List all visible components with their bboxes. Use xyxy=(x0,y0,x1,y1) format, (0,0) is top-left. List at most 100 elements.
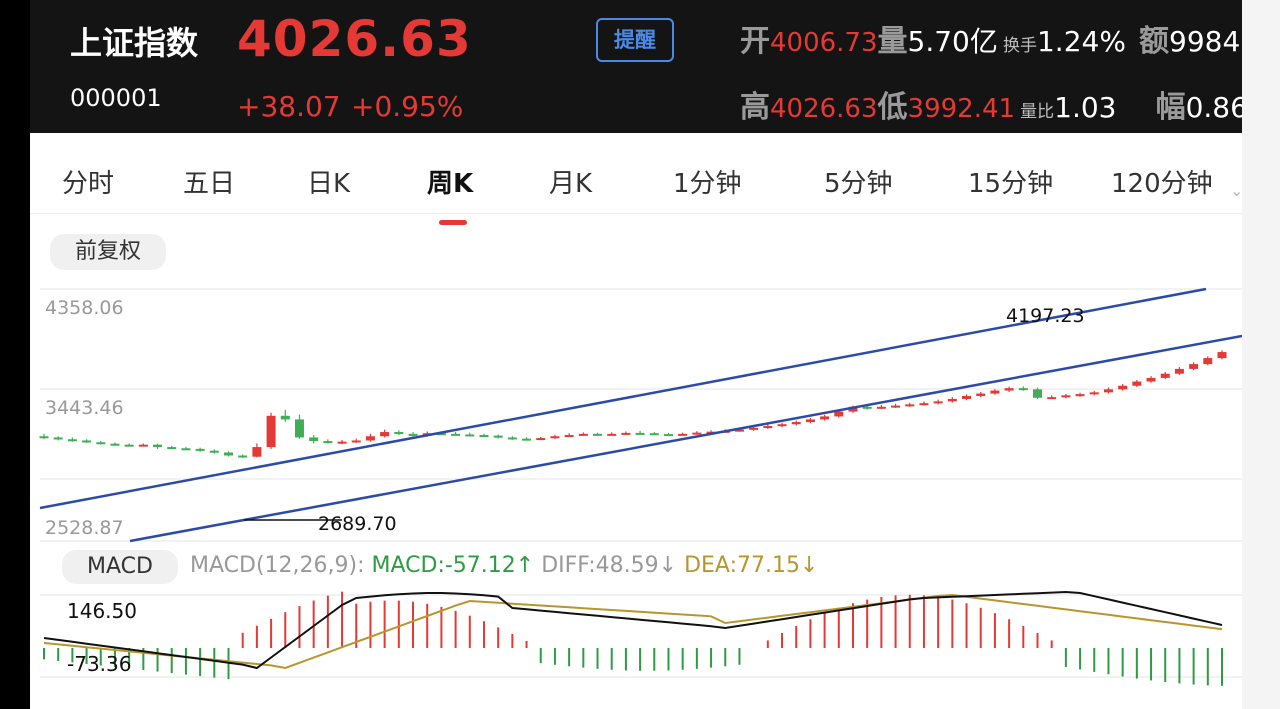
candle-body xyxy=(1089,392,1099,395)
kline-chart xyxy=(39,287,1242,686)
candle-body xyxy=(692,432,702,435)
candle-body xyxy=(110,443,120,446)
macd-value: MACD:-57.12↑ xyxy=(371,553,535,578)
price-change: +38.07 xyxy=(237,90,341,123)
tab-week-k[interactable]: 周K xyxy=(427,169,474,199)
tab-15min[interactable]: 15分钟 xyxy=(968,169,1054,199)
candle-body xyxy=(876,406,886,409)
high-annotation: 4197.23 xyxy=(1006,305,1085,327)
candle-body xyxy=(294,419,304,438)
candle-body xyxy=(39,436,49,439)
candle-body xyxy=(947,398,957,402)
candle-body xyxy=(181,448,191,451)
candle-body xyxy=(337,441,347,444)
candle-body xyxy=(138,444,148,447)
candle-body xyxy=(536,438,546,441)
candle-body xyxy=(791,422,801,425)
tab-120min[interactable]: 120分钟 xyxy=(1111,169,1213,199)
candle-body xyxy=(252,447,262,457)
candle-body xyxy=(1118,385,1128,390)
candle-body xyxy=(891,405,901,408)
macd-legend: MACD(12,26,9): MACD:-57.12↑ DIFF:48.59↓ … xyxy=(190,553,818,578)
candle-body xyxy=(266,415,276,448)
candle-body xyxy=(763,426,773,429)
candle-body xyxy=(124,444,134,447)
macd-y-bottom: -73.36 xyxy=(67,652,132,676)
amplitude-value: 0.86% xyxy=(1185,91,1242,124)
candle-body xyxy=(394,432,404,435)
period-tabs: 分时 五日 日K 周K 月K 1分钟 5分钟 15分钟 120分钟 ⌄ xyxy=(30,147,1242,225)
turnover-label: 换手 xyxy=(1002,36,1037,56)
candle-body xyxy=(1174,368,1184,374)
low-annotation: 2689.70 xyxy=(318,513,397,535)
candle-body xyxy=(976,393,986,396)
tab-5min[interactable]: 5分钟 xyxy=(824,169,893,199)
candle-body xyxy=(309,437,319,442)
volume-value: 5.70亿 xyxy=(907,25,998,58)
candle-body xyxy=(53,437,63,440)
candle-body xyxy=(777,424,787,427)
candle-body xyxy=(905,404,915,407)
y-label-bottom: 2528.87 xyxy=(45,517,124,539)
candle-body xyxy=(962,395,972,399)
tab-1min[interactable]: 1分钟 xyxy=(673,169,742,199)
right-border xyxy=(1242,0,1280,709)
vol-ratio-label: 量比 xyxy=(1020,102,1055,122)
adjust-button[interactable]: 前复权 xyxy=(50,234,166,270)
vol-ratio-value: 1.03 xyxy=(1054,91,1117,124)
amount-value: 9984 xyxy=(1169,25,1241,58)
candle-body xyxy=(522,438,532,441)
open-value: 4006.73 xyxy=(770,28,878,58)
y-label-mid: 3443.46 xyxy=(45,397,124,419)
remind-button[interactable]: 提醒 xyxy=(596,18,674,62)
candle-body xyxy=(380,432,390,437)
candle-body xyxy=(1075,394,1085,397)
candle-body xyxy=(153,444,163,448)
candle-body xyxy=(1217,352,1227,359)
candle-body xyxy=(649,433,659,436)
volume-label: 量 xyxy=(877,24,908,59)
current-price: 4026.63 xyxy=(237,10,472,68)
open-label: 开 xyxy=(740,24,770,59)
candle-body xyxy=(82,440,92,443)
candle-body xyxy=(408,433,418,436)
candle-body xyxy=(493,435,503,438)
low-value: 3992.41 xyxy=(907,94,1016,124)
price-change-pct: +0.95% xyxy=(351,90,464,123)
candle-body xyxy=(209,450,219,453)
tab-day-k[interactable]: 日K xyxy=(307,169,351,199)
candle-body xyxy=(607,433,617,436)
candle-body xyxy=(564,435,574,438)
candle-body xyxy=(550,436,560,439)
tab-fenshi[interactable]: 分时 xyxy=(62,169,115,199)
candle-body xyxy=(1203,358,1213,365)
dea-value: DEA:77.15↓ xyxy=(684,553,819,578)
macd-button[interactable]: MACD xyxy=(62,550,178,584)
candle-body xyxy=(280,415,290,420)
stat-row-1: 开4006.73量5.70亿 换手1.24% 额9984 xyxy=(740,16,1240,60)
index-code: 000001 xyxy=(70,84,162,112)
left-border xyxy=(0,0,30,709)
candle-body xyxy=(323,441,333,444)
tab-month-k[interactable]: 月K xyxy=(549,169,593,199)
candle-body xyxy=(1032,389,1042,398)
tab-5day[interactable]: 五日 xyxy=(183,169,236,199)
lower-channel-line xyxy=(129,334,1242,543)
candle-body xyxy=(635,432,645,435)
candle-body xyxy=(1018,388,1028,391)
candle-body xyxy=(820,416,830,420)
macd-params: MACD(12,26,9): xyxy=(190,553,365,578)
candle-body xyxy=(365,436,375,441)
candle-body xyxy=(224,452,234,456)
candle-body xyxy=(67,439,77,442)
candle-body xyxy=(593,433,603,436)
candle-body xyxy=(749,427,759,430)
amount-label: 额 xyxy=(1139,24,1170,59)
chevron-down-icon[interactable]: ⌄ xyxy=(1230,181,1242,200)
candle-body xyxy=(848,406,858,412)
candle-body xyxy=(351,440,361,443)
candle-body xyxy=(578,433,588,436)
candle-body xyxy=(805,419,815,423)
candle-body xyxy=(465,434,475,437)
candle-body xyxy=(919,403,929,406)
